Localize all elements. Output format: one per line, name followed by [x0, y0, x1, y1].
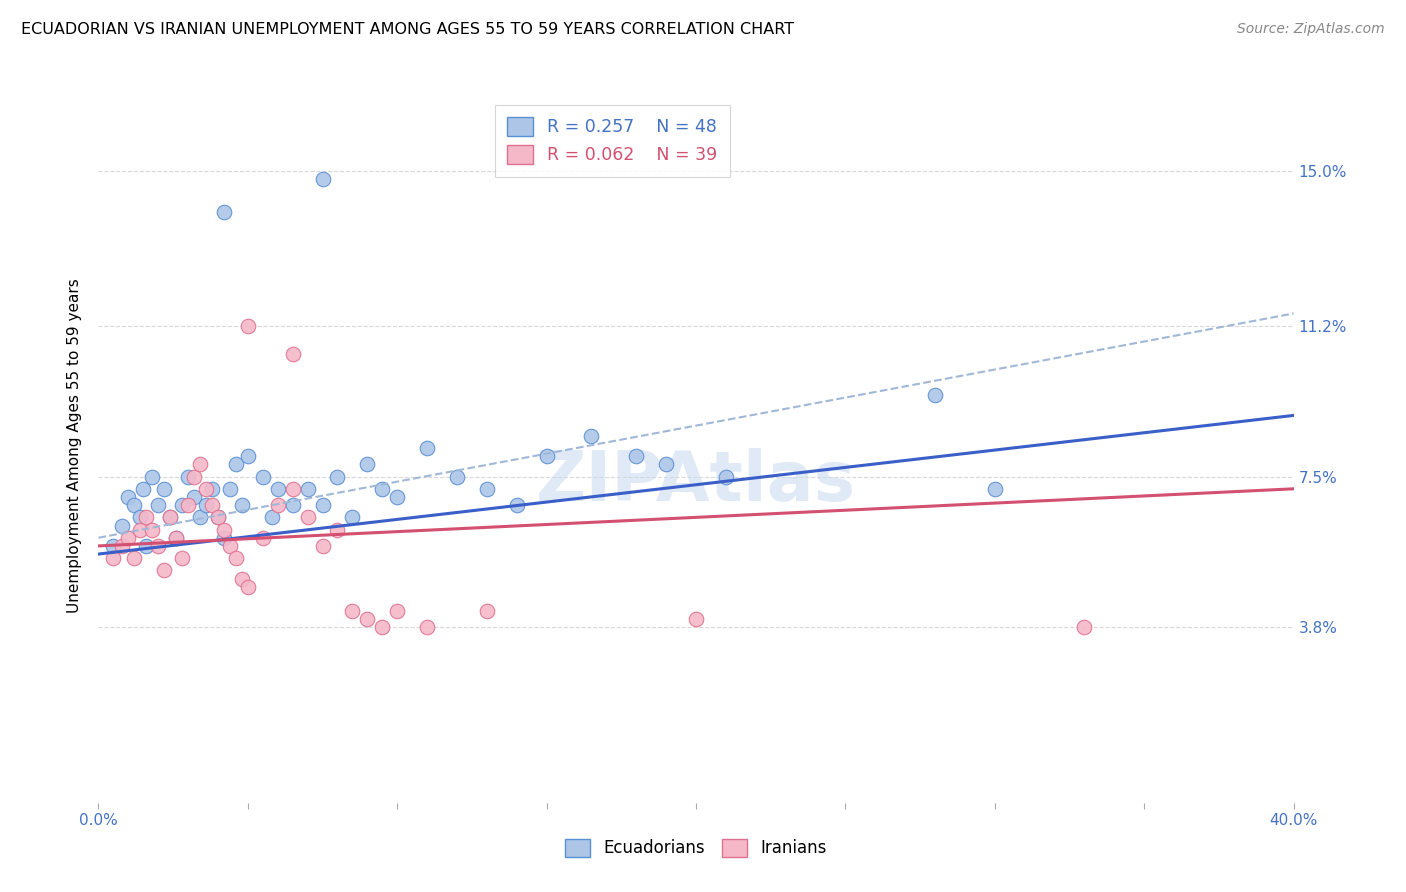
Point — [714, 469, 737, 483]
Point — [212, 531, 235, 545]
Point — [219, 539, 242, 553]
Point — [103, 539, 125, 553]
Point — [326, 469, 349, 483]
Point — [984, 482, 1007, 496]
Point — [129, 510, 152, 524]
Point — [924, 388, 946, 402]
Point — [188, 510, 211, 524]
Point — [212, 204, 235, 219]
Point — [281, 498, 304, 512]
Point — [311, 498, 333, 512]
Y-axis label: Unemployment Among Ages 55 to 59 years: Unemployment Among Ages 55 to 59 years — [67, 278, 83, 614]
Point — [297, 482, 319, 496]
Point — [148, 498, 170, 512]
Point — [132, 482, 155, 496]
Point — [165, 531, 187, 545]
Point — [581, 429, 603, 443]
Point — [159, 510, 181, 524]
Point — [153, 563, 176, 577]
Point — [148, 539, 170, 553]
Point — [219, 482, 242, 496]
Point — [172, 551, 194, 566]
Point — [416, 620, 439, 634]
Point — [177, 469, 200, 483]
Point — [655, 458, 678, 472]
Point — [183, 490, 205, 504]
Point — [111, 539, 134, 553]
Point — [225, 458, 247, 472]
Point — [475, 604, 498, 618]
Point — [195, 498, 218, 512]
Point — [281, 347, 304, 361]
Point — [252, 469, 274, 483]
Point — [536, 449, 558, 463]
Point — [207, 510, 229, 524]
Point — [135, 539, 157, 553]
Point — [342, 604, 364, 618]
Point — [195, 482, 218, 496]
Point — [252, 531, 274, 545]
Point — [207, 510, 229, 524]
Point — [117, 490, 139, 504]
Point — [326, 523, 349, 537]
Point — [342, 510, 364, 524]
Point — [506, 498, 529, 512]
Point — [225, 551, 247, 566]
Point — [371, 482, 394, 496]
Point — [297, 510, 319, 524]
Point — [124, 498, 146, 512]
Point — [188, 458, 211, 472]
Legend: Ecuadorians, Iranians: Ecuadorians, Iranians — [557, 830, 835, 866]
Text: Source: ZipAtlas.com: Source: ZipAtlas.com — [1237, 22, 1385, 37]
Point — [172, 498, 194, 512]
Point — [475, 482, 498, 496]
Point — [212, 523, 235, 537]
Point — [685, 612, 707, 626]
Point — [385, 490, 409, 504]
Text: ECUADORIAN VS IRANIAN UNEMPLOYMENT AMONG AGES 55 TO 59 YEARS CORRELATION CHART: ECUADORIAN VS IRANIAN UNEMPLOYMENT AMONG… — [21, 22, 794, 37]
Point — [626, 449, 648, 463]
Point — [183, 469, 205, 483]
Point — [135, 510, 157, 524]
Point — [371, 620, 394, 634]
Point — [281, 482, 304, 496]
Point — [141, 469, 163, 483]
Point — [124, 551, 146, 566]
Point — [165, 531, 187, 545]
Point — [129, 523, 152, 537]
Point — [177, 498, 200, 512]
Point — [356, 458, 378, 472]
Point — [416, 441, 439, 455]
Point — [111, 518, 134, 533]
Point — [385, 604, 409, 618]
Point — [153, 482, 176, 496]
Point — [236, 580, 259, 594]
Point — [356, 612, 378, 626]
Point — [236, 318, 259, 333]
Point — [1073, 620, 1095, 634]
Point — [446, 469, 468, 483]
Text: ZIPAtlas: ZIPAtlas — [536, 448, 856, 516]
Point — [201, 498, 224, 512]
Point — [201, 482, 224, 496]
Point — [103, 551, 125, 566]
Point — [311, 539, 333, 553]
Point — [141, 523, 163, 537]
Point — [311, 172, 333, 186]
Point — [267, 498, 290, 512]
Point — [236, 449, 259, 463]
Point — [267, 482, 290, 496]
Point — [231, 572, 253, 586]
Point — [117, 531, 139, 545]
Point — [159, 510, 181, 524]
Point — [260, 510, 283, 524]
Point — [231, 498, 253, 512]
